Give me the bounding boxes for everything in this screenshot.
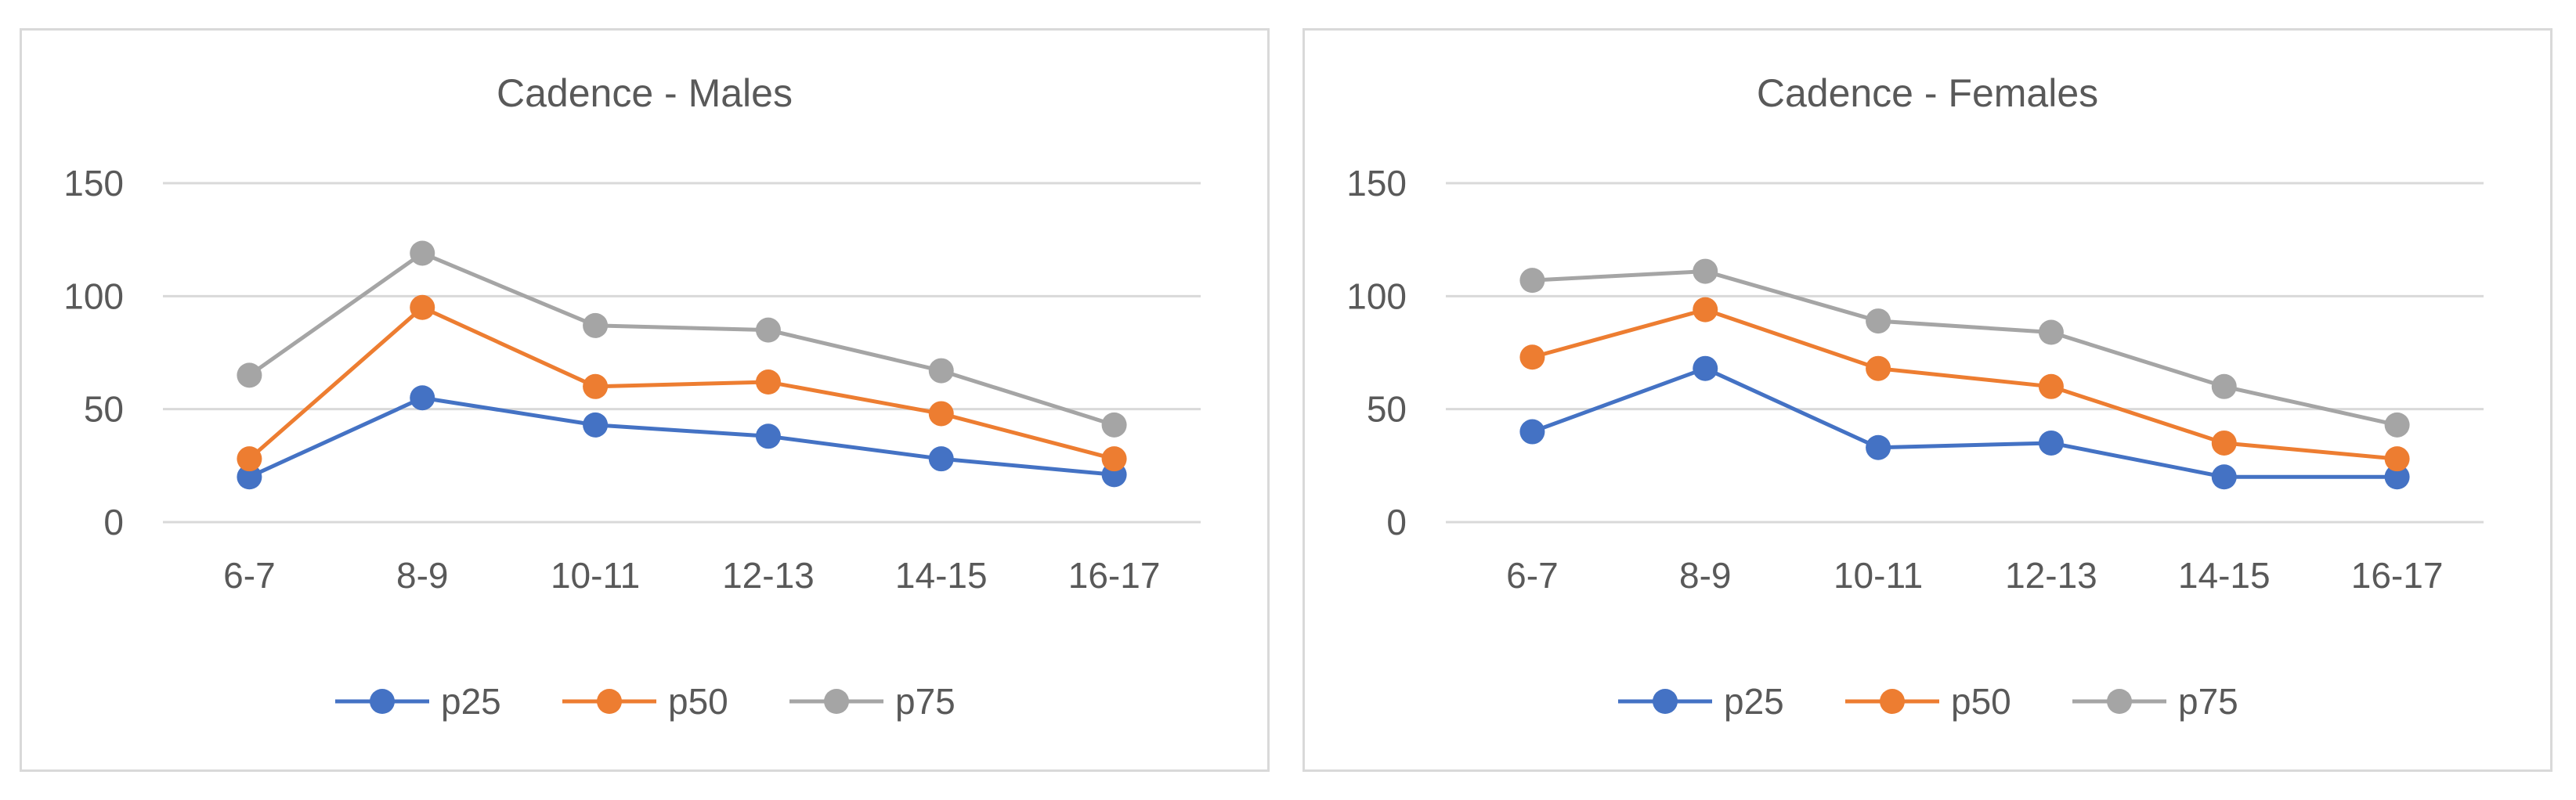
data-point-p25 xyxy=(2211,464,2237,490)
series-line-p75 xyxy=(247,250,1115,427)
data-point-p50 xyxy=(1866,355,1891,381)
legend-marker-p75 xyxy=(2107,689,2132,714)
x-tick-label: 14-15 xyxy=(2178,555,2271,596)
x-tick-label: 12-13 xyxy=(2005,555,2097,596)
data-point-p25 xyxy=(1693,355,1718,381)
legend-marker-p50 xyxy=(597,689,622,714)
x-tick-label: 6-7 xyxy=(223,555,275,596)
data-point-p50 xyxy=(237,446,262,472)
y-tick-label: 0 xyxy=(103,502,124,542)
legend-marker-p25 xyxy=(1653,689,1678,714)
y-tick-label: 50 xyxy=(84,389,124,430)
data-point-p75 xyxy=(1101,412,1127,438)
x-tick-label: 12-13 xyxy=(722,555,815,596)
x-tick-label: 10-11 xyxy=(1834,555,1923,596)
legend-label-p25: p25 xyxy=(441,681,501,722)
data-point-p50 xyxy=(2211,430,2237,456)
data-point-p25 xyxy=(928,446,954,472)
chart-panel-females: Cadence - Females 0 50 100 150 6-7 8-9 10-11 12… xyxy=(1302,28,2553,772)
cadence-females-chart: Cadence - Females 0 50 100 150 6-7 8-9 10-11 12… xyxy=(1346,71,2484,722)
data-point-p75 xyxy=(928,358,954,384)
chart-title: Cadence - Males xyxy=(497,71,793,115)
x-tick-label: 10-11 xyxy=(551,555,640,596)
series-line-p75 xyxy=(1532,269,2398,427)
data-point-p50 xyxy=(583,373,609,399)
chart-title: Cadence - Females xyxy=(1757,71,2098,115)
x-tick-label: 8-9 xyxy=(1679,555,1731,596)
legend-label-p75: p75 xyxy=(895,681,956,722)
legend-marker-p25 xyxy=(370,689,395,714)
data-point-p25 xyxy=(1866,434,1891,460)
data-point-p75 xyxy=(1519,268,1545,294)
y-tick-label: 150 xyxy=(63,163,124,204)
data-point-p75 xyxy=(237,362,262,388)
data-point-p50 xyxy=(2384,446,2410,472)
x-tick-label: 6-7 xyxy=(1506,555,1558,596)
y-tick-label: 150 xyxy=(1346,163,1407,204)
series-line-p50 xyxy=(247,305,1115,461)
data-point-p75 xyxy=(1693,258,1718,284)
data-point-p25 xyxy=(583,412,609,438)
data-point-p75 xyxy=(755,317,781,343)
y-tick-label: 0 xyxy=(1386,502,1407,542)
x-tick-label: 16-17 xyxy=(1068,555,1161,596)
data-point-p50 xyxy=(928,401,954,427)
data-point-p50 xyxy=(410,294,435,320)
legend-marker-p50 xyxy=(1880,689,1905,714)
chart-panel-males: Cadence - Males 0 50 100 150 6-7 8-9 10-11 12-1… xyxy=(20,28,1270,772)
cadence-males-chart: Cadence - Males 0 50 100 150 6-7 8-9 10-11 12-1… xyxy=(63,71,1201,722)
data-point-p50 xyxy=(1101,446,1127,472)
data-point-p75 xyxy=(2384,412,2410,438)
legend-label-p50: p50 xyxy=(668,681,728,722)
data-point-p75 xyxy=(1866,308,1891,334)
data-point-p75 xyxy=(2211,373,2237,399)
data-point-p25 xyxy=(1519,419,1545,445)
series-line-p25 xyxy=(1531,366,2397,479)
y-tick-label: 50 xyxy=(1367,389,1407,430)
data-point-p50 xyxy=(1693,297,1718,323)
data-point-p75 xyxy=(2038,319,2064,345)
data-point-p50 xyxy=(1519,344,1545,370)
data-point-p50 xyxy=(2038,373,2064,399)
legend-label-p50: p50 xyxy=(1951,681,2011,722)
y-tick-label: 100 xyxy=(1346,276,1407,316)
data-point-p75 xyxy=(410,240,435,266)
x-tick-label: 14-15 xyxy=(895,555,988,596)
x-tick-label: 16-17 xyxy=(2351,555,2444,596)
data-point-p75 xyxy=(583,312,609,338)
data-point-p25 xyxy=(237,464,262,490)
legend-marker-p75 xyxy=(824,689,849,714)
data-point-p25 xyxy=(2038,430,2064,456)
series-line-p50 xyxy=(1531,308,2397,461)
y-tick-label: 100 xyxy=(63,276,124,316)
data-point-p25 xyxy=(410,385,435,411)
legend-label-p75: p75 xyxy=(2178,681,2238,722)
data-point-p50 xyxy=(755,369,781,395)
data-point-p25 xyxy=(2384,464,2410,490)
series-line-p25 xyxy=(248,395,1115,479)
x-tick-label: 8-9 xyxy=(396,555,448,596)
legend-label-p25: p25 xyxy=(1724,681,1784,722)
data-point-p25 xyxy=(755,423,781,449)
